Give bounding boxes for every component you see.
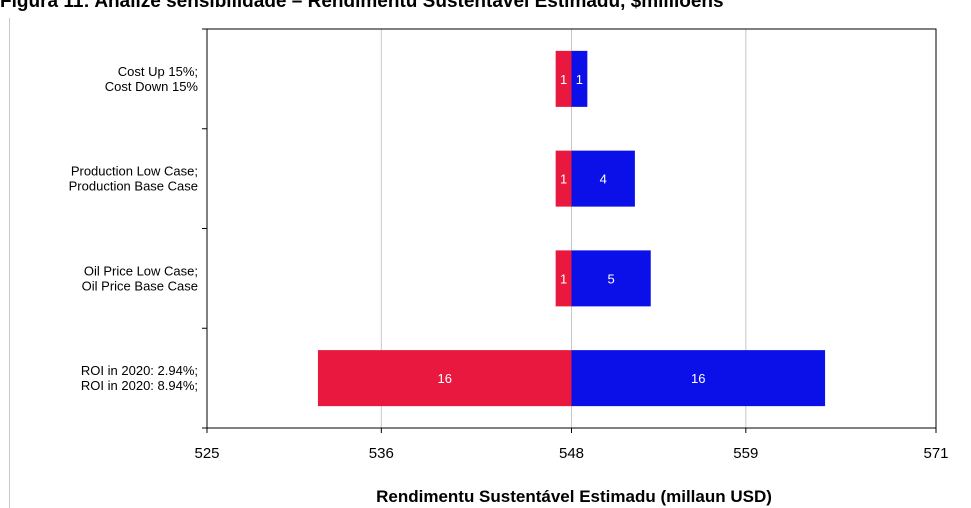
category-label-line: Production Low Case;	[71, 164, 198, 179]
category-label-line: Production Base Case	[69, 179, 198, 194]
bar-high	[571, 250, 651, 307]
category-label: Oil Price Low Case; Oil Price Base Case	[82, 263, 198, 293]
x-tick-label: 536	[369, 445, 394, 462]
bar-low-label: 1	[560, 172, 567, 187]
bar-high	[571, 350, 826, 407]
category-label: Cost Up 15%; Cost Down 15%	[105, 64, 199, 94]
bar-high-label: 1	[576, 72, 583, 87]
bar-low	[317, 350, 572, 407]
bar-low	[555, 50, 572, 107]
bar-high	[571, 150, 635, 207]
category-label: ROI in 2020: 2.94%; ROI in 2020: 8.94%;	[81, 363, 198, 393]
frame-left-border	[9, 18, 10, 508]
x-tick-label: 559	[733, 445, 758, 462]
figure-title: Figura 11: Análize sensibilidade – Rendi…	[0, 0, 724, 12]
bar-layer	[317, 50, 826, 407]
category-label: Production Low Case; Production Base Case	[69, 164, 198, 194]
bar-low	[555, 250, 572, 307]
category-label-line: ROI in 2020: 2.94%;	[81, 363, 198, 378]
bar-high	[571, 50, 588, 107]
category-label-line: Cost Up 15%;	[118, 64, 198, 79]
x-tick-label: 525	[194, 445, 219, 462]
category-label-line: Oil Price Base Case	[82, 278, 198, 293]
category-label-line: Oil Price Low Case;	[84, 263, 198, 278]
bar-low-label: 1	[560, 72, 567, 87]
x-tick-label: 571	[923, 445, 948, 462]
bar-high-label: 4	[600, 172, 607, 187]
category-label-line: Cost Down 15%	[105, 79, 199, 94]
bar-low-label: 16	[437, 371, 451, 386]
category-label-line: ROI in 2020: 8.94%;	[81, 378, 198, 393]
bar-high-label: 16	[691, 371, 705, 386]
bar-low-label: 1	[560, 271, 567, 286]
x-tick-label: 548	[559, 445, 584, 462]
bar-low	[555, 150, 572, 207]
bar-high-label: 5	[608, 271, 615, 286]
axis-layer	[202, 28, 937, 433]
x-axis-title: Rendimentu Sustentável Estimadu (millaun…	[376, 487, 772, 506]
plot-frame	[206, 28, 937, 429]
